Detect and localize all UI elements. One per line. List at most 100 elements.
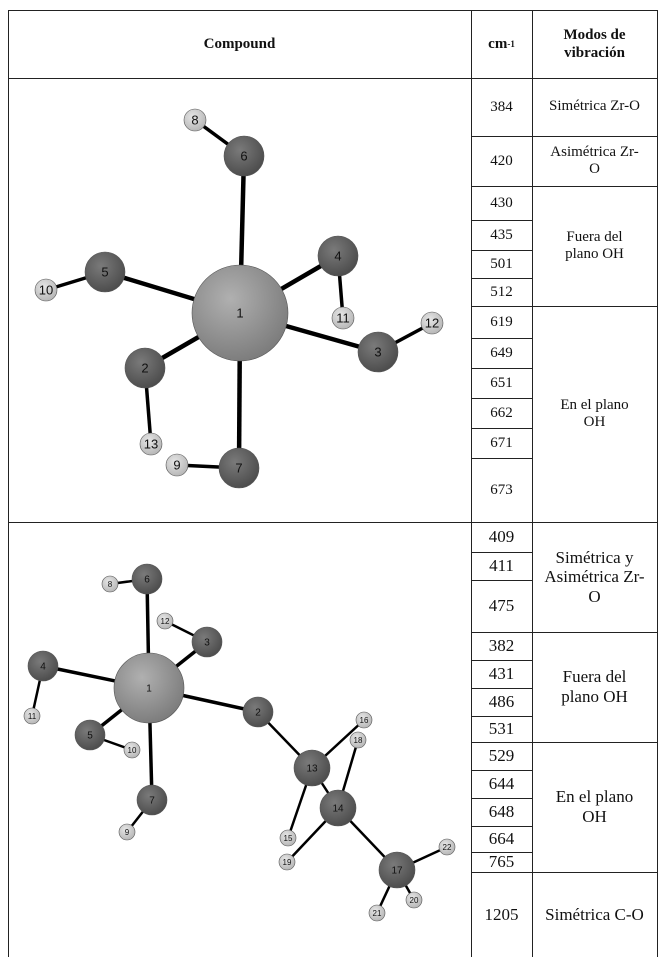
frequency: 651 [471, 368, 532, 398]
frequency: 664 [471, 826, 532, 852]
frequency: 430 [471, 186, 532, 220]
cell-border [471, 398, 532, 399]
cell-border [471, 852, 532, 853]
frequency: 409 [471, 522, 532, 552]
cell-border [471, 458, 532, 459]
atom-label: 3 [204, 638, 210, 649]
atom-label: 5 [87, 731, 93, 742]
cell-border [532, 632, 657, 633]
mode-cell: En el plano OH [532, 742, 657, 872]
atom-label: 2 [255, 708, 261, 719]
frequency: 435 [471, 220, 532, 250]
atom-label: 20 [410, 896, 419, 905]
frequency: 619 [471, 306, 532, 338]
cell-border [471, 826, 532, 827]
frequency: 486 [471, 688, 532, 716]
atom-label: 16 [360, 716, 369, 725]
frequency: 501 [471, 250, 532, 278]
atom-label: 11 [336, 310, 350, 325]
atom-label: 1 [236, 305, 243, 320]
vibration-mode: Simétrica C-O [545, 905, 644, 925]
mode-cell: Fuera del plano OH [532, 186, 657, 306]
cell-border [471, 632, 532, 633]
row-border [8, 10, 657, 11]
atom-label: 17 [391, 866, 403, 877]
atom-label: 11 [28, 712, 37, 721]
cell-border [471, 552, 532, 553]
frequency: 382 [471, 632, 532, 660]
frequency: 384 [471, 78, 532, 136]
cell-border [471, 580, 532, 581]
vibration-mode: En el plano OH [543, 787, 647, 826]
cell-border [471, 742, 532, 743]
cell-border [471, 688, 532, 689]
mode-cell: Asimétrica Zr-O [532, 136, 657, 186]
frequency: 512 [471, 278, 532, 306]
atom-label: 18 [354, 736, 363, 745]
frequency: 531 [471, 716, 532, 742]
atom-label: 4 [334, 248, 341, 263]
atom-label: 22 [443, 843, 452, 852]
cell-border [471, 306, 532, 307]
atom-label: 8 [191, 112, 198, 127]
vibration-mode: Simétrica y Asimétrica Zr-O [543, 548, 647, 607]
vibration-mode: En el plano OH [549, 397, 641, 432]
cell-border [471, 798, 532, 799]
atom-label: 14 [332, 804, 344, 815]
cell-border [471, 872, 532, 873]
atom-label: 1 [146, 684, 152, 695]
atom-label: 6 [144, 575, 150, 586]
cell-border [471, 770, 532, 771]
atom-label: 2 [141, 360, 148, 375]
atom-label: 12 [425, 315, 439, 330]
mode-cell: Simétrica y Asimétrica Zr-O [532, 522, 657, 632]
cell-border [471, 338, 532, 339]
cell-border [532, 136, 657, 137]
frequency: 662 [471, 398, 532, 428]
atom-label: 15 [284, 834, 293, 843]
cell-border [532, 872, 657, 873]
cell-border [532, 742, 657, 743]
cell-border [471, 278, 532, 279]
cell-border [471, 136, 532, 137]
cell-border [532, 306, 657, 307]
cell-border [471, 220, 532, 221]
mode-cell: En el plano OH [532, 306, 657, 522]
atom-label: 7 [149, 796, 155, 807]
atom-label: 21 [373, 909, 382, 918]
frequency: 644 [471, 770, 532, 798]
cell-border [471, 368, 532, 369]
cell-border [471, 186, 532, 187]
atom-label: 9 [173, 457, 180, 472]
column-border [8, 10, 9, 957]
vibration-mode: Fuera del plano OH [549, 229, 641, 264]
atom-label: 13 [306, 764, 318, 775]
atom-label: 13 [144, 436, 158, 451]
frequency: 420 [471, 136, 532, 186]
frequency: 649 [471, 338, 532, 368]
mode-cell: Simétrica C-O [532, 872, 657, 957]
atom-label: 19 [283, 858, 292, 867]
cell-border [471, 428, 532, 429]
vibration-mode: Simétrica Zr-O [549, 98, 640, 115]
atom-label: 10 [128, 746, 137, 755]
frequency: 765 [471, 852, 532, 872]
mode-cell: Fuera del plano OH [532, 632, 657, 742]
table-page: Compound cm-1 Modos de vibración 1234567… [0, 0, 659, 957]
atom-label: 6 [240, 148, 247, 163]
atom-label: 7 [235, 460, 242, 475]
cell-border [471, 250, 532, 251]
atom-label: 4 [40, 662, 46, 673]
cell-border [471, 716, 532, 717]
vibration-mode: Fuera del plano OH [543, 667, 647, 706]
atom-label: 12 [161, 617, 170, 626]
frequency: 1205 [471, 872, 532, 957]
mode-cell: Simétrica Zr-O [532, 78, 657, 136]
atom-label: 5 [101, 264, 108, 279]
frequency: 529 [471, 742, 532, 770]
frequency: 475 [471, 580, 532, 632]
frequency: 671 [471, 428, 532, 458]
column-border [657, 10, 658, 957]
atom-label: 8 [108, 580, 113, 589]
frequency: 431 [471, 660, 532, 688]
